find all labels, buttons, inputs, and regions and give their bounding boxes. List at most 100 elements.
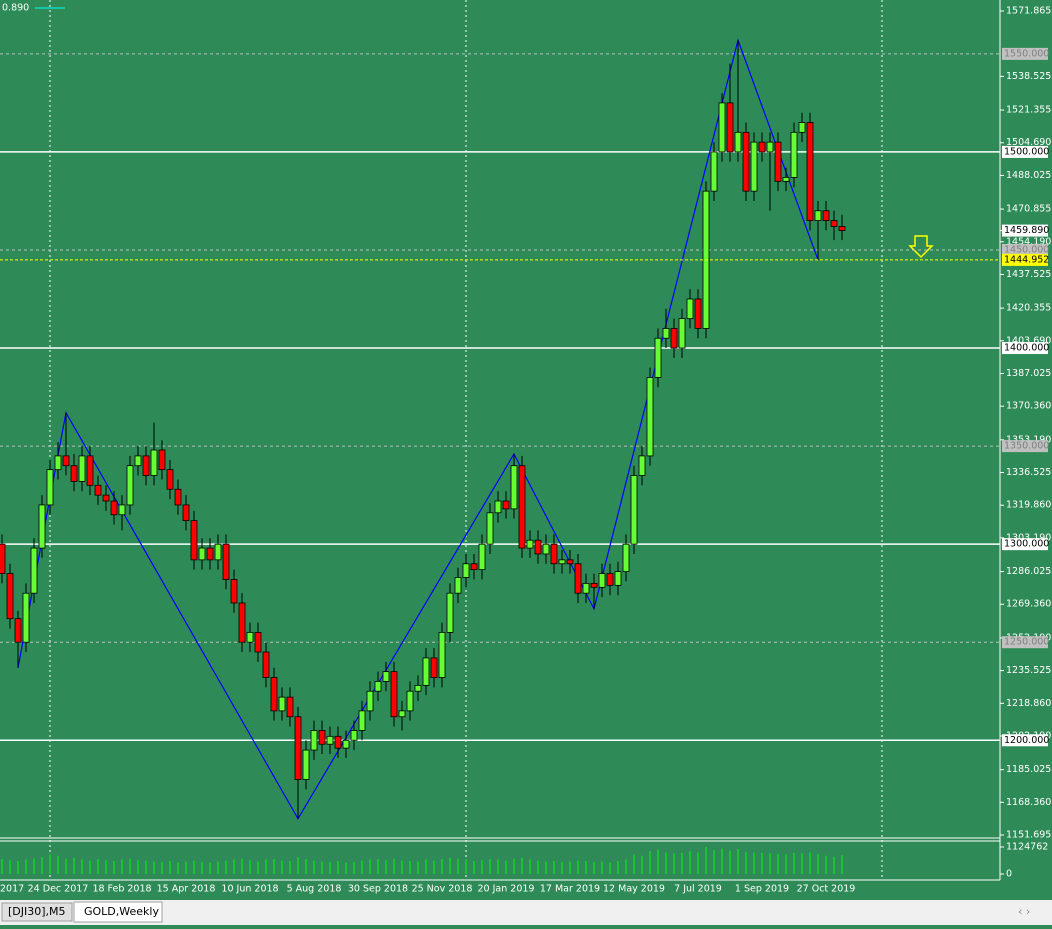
candle-body	[438, 632, 446, 678]
candle-body	[614, 571, 622, 586]
candle-body	[838, 226, 846, 231]
candle-body	[734, 131, 742, 153]
level-label-box	[1002, 145, 1048, 158]
candle-body	[622, 543, 630, 573]
candle-body	[534, 539, 542, 555]
candle-body	[670, 328, 678, 349]
price-label: 1444.952	[1004, 254, 1049, 265]
level-label: 1400.000	[1004, 343, 1049, 354]
candle-body	[262, 651, 270, 678]
x-tick-label: 5 Aug 2018	[287, 884, 342, 895]
tab-bar	[0, 900, 1052, 925]
y-tick-label: 1403.690	[1006, 335, 1051, 346]
candle-body	[0, 543, 6, 574]
candle-body	[150, 449, 158, 476]
candle-body	[822, 210, 830, 221]
candle-body	[310, 730, 318, 751]
candle-body	[566, 559, 574, 565]
volume-tick-label: 1124762	[1006, 842, 1048, 853]
y-tick-label: 1319.860	[1006, 500, 1051, 511]
volume-tick-label: 0	[1006, 869, 1012, 880]
candle-body	[350, 730, 358, 741]
candle-body	[286, 696, 294, 718]
candle-body	[238, 602, 246, 643]
scroll-arrows[interactable]: ‹ ›	[1018, 905, 1030, 918]
candle-body	[758, 141, 766, 153]
candle-body	[486, 512, 494, 545]
candle-body	[582, 582, 590, 594]
candle-body	[718, 102, 726, 153]
y-tick-label: 1488.025	[1006, 170, 1051, 181]
y-tick-label: 1185.025	[1006, 764, 1051, 775]
candle-body	[254, 632, 262, 653]
level-label: 1200.000	[1004, 735, 1049, 746]
candle-body	[246, 632, 254, 643]
candle-body	[230, 579, 238, 604]
level-label-box	[1002, 243, 1048, 256]
candle-body	[134, 455, 142, 467]
candle-body	[38, 504, 46, 549]
candle-body	[54, 455, 62, 471]
tab[interactable]	[1, 902, 73, 922]
candle-body	[678, 318, 686, 349]
candle-body	[550, 543, 558, 565]
candle-body	[630, 475, 638, 545]
y-tick-label: 1235.525	[1006, 665, 1051, 676]
candle-body	[598, 573, 606, 588]
candle-body	[694, 298, 702, 329]
candle-body	[142, 455, 150, 476]
candle-body	[398, 710, 406, 718]
candle-body	[278, 696, 286, 712]
candle-body	[798, 122, 806, 133]
candle-body	[454, 577, 462, 594]
level-label: 1250.000	[1004, 637, 1049, 648]
level-label-box	[1002, 342, 1048, 355]
candle-body	[334, 735, 342, 749]
x-tick-label: 25 Nov 2018	[412, 884, 473, 895]
y-tick-label: 1336.525	[1006, 467, 1051, 478]
y-tick-label: 1538.525	[1006, 71, 1051, 82]
candle-body	[494, 500, 502, 514]
x-tick-label: 10 Jun 2018	[221, 884, 278, 895]
candle-body	[294, 716, 302, 780]
x-tick-label: 15 Apr 2018	[157, 884, 216, 895]
level-label-box	[1002, 636, 1048, 649]
x-tick-label: 18 Feb 2018	[92, 884, 151, 895]
candle-body	[62, 455, 70, 467]
x-tick-label: 7 Jul 2019	[674, 884, 722, 895]
level-label: 1350.000	[1004, 441, 1049, 452]
candle-body	[222, 543, 230, 580]
candle-body	[390, 671, 398, 718]
y-tick-label: 1218.860	[1006, 698, 1051, 709]
candle-body	[542, 543, 550, 555]
candle-body	[22, 592, 30, 643]
candle-body	[742, 131, 750, 192]
tab-label[interactable]: [DJI30],M5	[8, 905, 66, 918]
x-tick-label: 27 Oct 2019	[797, 884, 856, 895]
candle-body	[830, 220, 838, 227]
candle-body	[446, 592, 454, 633]
candle-body	[6, 573, 14, 620]
level-label-box	[1002, 538, 1048, 551]
y-tick-label: 1168.360	[1006, 797, 1051, 808]
tab-label[interactable]: GOLD,Weekly	[84, 905, 159, 918]
candle-body	[382, 671, 390, 682]
candle-body	[214, 543, 222, 561]
candle-body	[430, 657, 438, 678]
candle-body	[710, 151, 718, 192]
y-tick-label: 1353.190	[1006, 434, 1051, 445]
candle-body	[158, 449, 166, 471]
candle-body	[318, 730, 326, 745]
candle-body	[342, 739, 350, 749]
candle-body	[326, 735, 334, 745]
candle-body	[190, 520, 198, 561]
candle-body	[366, 690, 374, 712]
y-tick-label: 1470.855	[1006, 204, 1051, 215]
candle-body	[126, 465, 134, 506]
candle-body	[78, 455, 86, 482]
level-label-box	[1002, 47, 1048, 60]
candle-body	[590, 582, 598, 588]
y-tick-label: 1269.360	[1006, 599, 1051, 610]
tab-active[interactable]	[73, 901, 163, 923]
corner-text: 0.890	[2, 3, 29, 14]
